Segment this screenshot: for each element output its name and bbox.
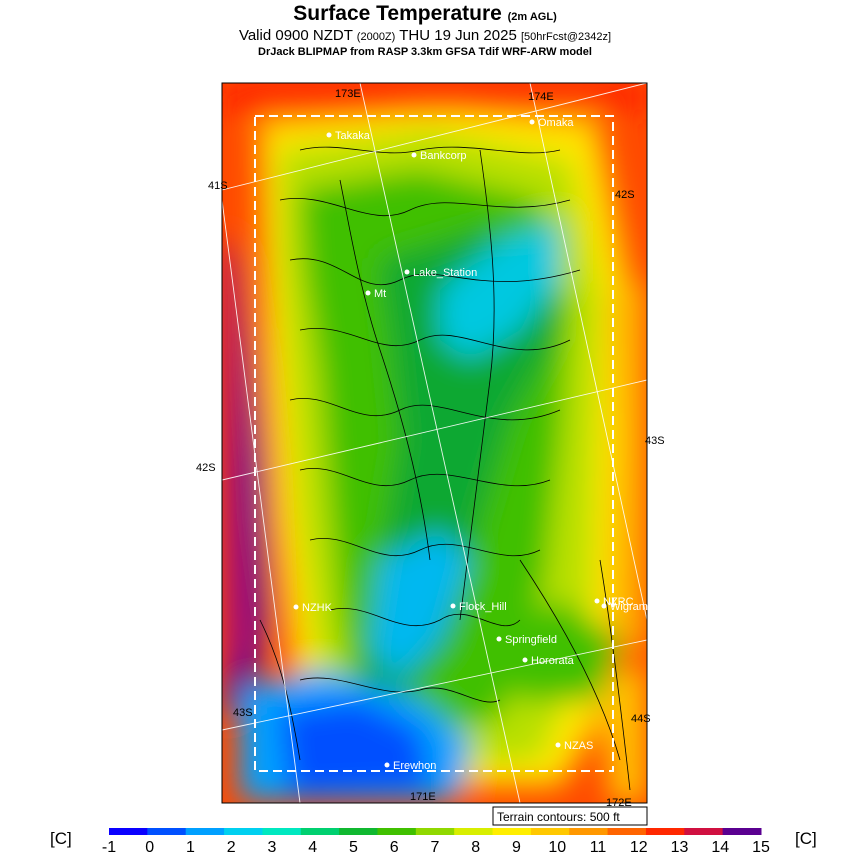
svg-text:Springfield: Springfield: [505, 634, 557, 646]
forecast-tag: [50hrFcst@2342z]: [520, 31, 612, 43]
svg-text:Bankcorp: Bankcorp: [420, 150, 466, 162]
place-springfield[interactable]: Springfield: [496, 634, 557, 646]
lon-label-172e: 172E: [606, 797, 632, 809]
colorbar-swatch: [645, 828, 685, 835]
colorbar-tick-label: 13: [671, 839, 689, 856]
place-nzas[interactable]: NZAS: [555, 740, 594, 752]
svg-text:Wigram: Wigram: [610, 601, 648, 613]
lat-label-42s-right: 42S: [615, 189, 635, 201]
temperature-field: [222, 83, 647, 803]
colorbar-swatch: [569, 828, 609, 835]
place-mt[interactable]: Mt: [365, 288, 387, 300]
colorbar-swatch: [454, 828, 494, 835]
model-credit: DrJack BLIPMAP from RASP 3.3km GFSA Tdif…: [258, 46, 592, 58]
lat-label-44s: 44S: [631, 713, 651, 725]
place-markers: Takaka Omaka Bankcorp Lake_Station Mt NZ…: [293, 117, 648, 772]
lat-label-43s-left: 43S: [233, 707, 253, 719]
place-nzhk[interactable]: NZHK: [293, 602, 333, 614]
svg-text:Omaka: Omaka: [538, 117, 574, 129]
valid-prefix: Valid 0900 NZDT: [238, 27, 353, 44]
colorbar-swatch: [109, 828, 148, 835]
colorbar-swatch: [185, 828, 225, 835]
colorbar-tick-label: -1: [102, 839, 116, 856]
colorbar-swatch: [147, 828, 187, 835]
colorbar-tick-label: 5: [349, 839, 358, 856]
colorbar-tick-label: 2: [227, 839, 236, 856]
place-takaka[interactable]: Takaka: [326, 130, 371, 142]
terrain-note: Terrain contours: 500 ft: [492, 806, 648, 826]
colorbar-swatch: [722, 828, 762, 835]
inner-domain-box: [254, 115, 614, 772]
place-omaka[interactable]: Omaka: [529, 117, 575, 129]
colorbar-tick-label: 9: [512, 839, 521, 856]
colorbar-swatch: [339, 828, 378, 835]
svg-text:Hororata: Hororata: [531, 655, 575, 667]
place-flock-hill[interactable]: Flock_Hill: [450, 601, 507, 613]
colorbar-swatch: [262, 828, 302, 835]
place-wigram[interactable]: Wigram: [601, 601, 648, 613]
title-text: Surface Temperature: [293, 2, 502, 25]
colorbar-tick-label: 8: [471, 839, 480, 856]
valid-utc: (2000Z): [356, 31, 396, 43]
chart-title: Surface Temperature (2m AGL): [0, 2, 850, 26]
place-nzrc[interactable]: NZRC: [594, 596, 634, 608]
lon-label-171e: 171E: [410, 791, 436, 803]
svg-text:NZAS: NZAS: [564, 740, 593, 752]
plot-frame: [221, 82, 648, 804]
colorbar-swatch: [684, 828, 724, 835]
terrain-contours: [259, 146, 631, 791]
colorbar-tick-label: 10: [548, 839, 566, 856]
colorbar-swatch: [300, 828, 340, 835]
svg-text:Terrain contours: 500 ft: Terrain contours: 500 ft: [497, 810, 620, 824]
colorbar-swatch: [530, 828, 570, 835]
lat-label-41s: 41S: [208, 180, 228, 192]
lat-label-42s-left: 42S: [196, 462, 216, 474]
graticule: [222, 83, 647, 803]
place-bankcorp[interactable]: Bankcorp: [411, 150, 467, 162]
place-lake-station[interactable]: Lake_Station: [404, 267, 478, 279]
valid-time-line: Valid 0900 NZDT (2000Z) THU 19 Jun 2025 …: [0, 27, 850, 44]
colorbar-tick-label: 14: [711, 839, 729, 856]
colorbar-unit-right: [C]: [795, 829, 817, 848]
svg-text:Mt: Mt: [374, 288, 386, 300]
colorbar-tick-label: 12: [630, 839, 648, 856]
colorbar-swatch: [607, 828, 647, 835]
svg-text:NZHK: NZHK: [302, 602, 333, 614]
colorbar-tick-label: 15: [752, 839, 770, 856]
colorbar-tick-label: 4: [308, 839, 317, 856]
colorbar-swatch: [415, 828, 455, 835]
colorbar-tick-label: 0: [145, 839, 154, 856]
svg-text:Lake_Station: Lake_Station: [413, 267, 477, 279]
lon-label-174e: 174E: [528, 91, 554, 103]
colorbar-tick-label: 1: [186, 839, 195, 856]
svg-text:NZRC: NZRC: [603, 596, 634, 608]
colorbar-swatch: [377, 828, 417, 835]
colorbar-swatch: [492, 828, 532, 835]
title-qualifier: (2m AGL): [507, 11, 557, 23]
svg-text:Flock_Hill: Flock_Hill: [459, 601, 507, 613]
place-erewhon[interactable]: Erewhon: [384, 760, 437, 772]
colorbar-unit-left: [C]: [50, 829, 72, 848]
svg-text:Erewhon: Erewhon: [393, 760, 436, 772]
svg-text:Takaka: Takaka: [335, 130, 371, 142]
colorbar-tick-label: 7: [431, 839, 440, 856]
colorbar-tick-label: 11: [590, 839, 607, 856]
lat-label-43s-right: 43S: [645, 435, 665, 447]
valid-date: THU 19 Jun 2025: [399, 27, 517, 44]
colorbar: -1 0 1 2 3 4 5 6 7 8 9 10 11 12 13 14 15: [102, 828, 770, 856]
colorbar-tick-label: 3: [268, 839, 277, 856]
place-hororata[interactable]: Hororata: [522, 655, 575, 667]
lon-label-173e: 173E: [335, 88, 361, 100]
colorbar-swatch: [224, 828, 263, 835]
colorbar-tick-label: 6: [390, 839, 399, 856]
